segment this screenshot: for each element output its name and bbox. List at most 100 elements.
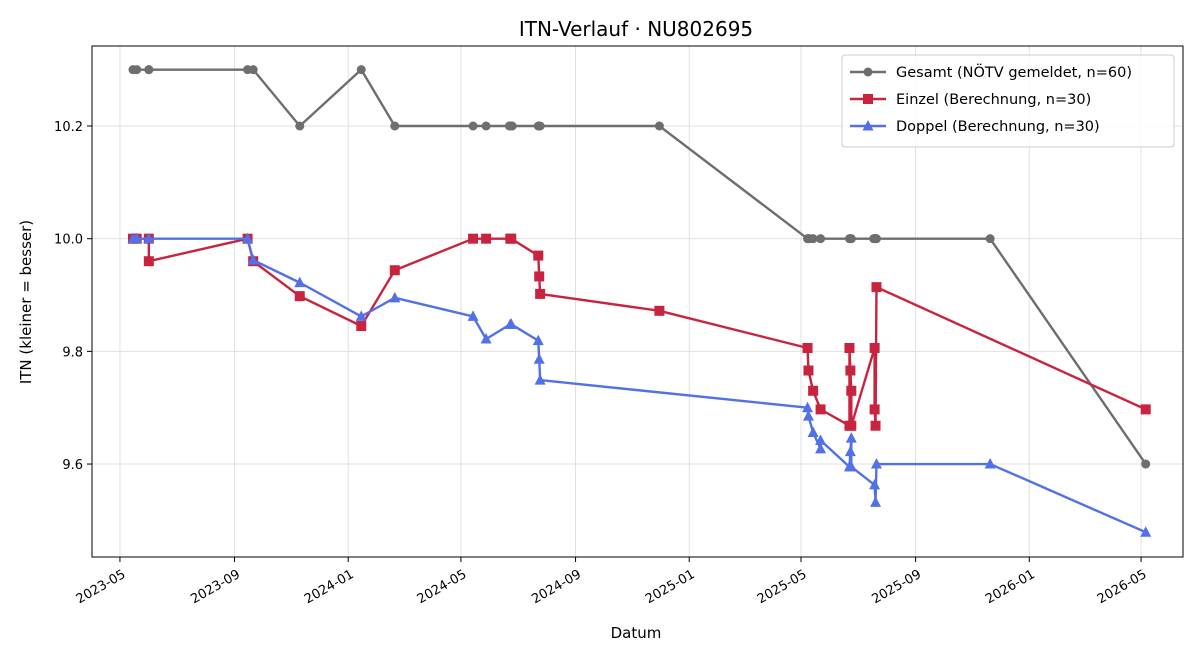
- series-gesamt-point: [390, 121, 400, 131]
- series-doppel-line: [132, 237, 1147, 534]
- legend-label: Einzel (Berechnung, n=30): [896, 92, 1091, 108]
- series-gesamt-point: [132, 65, 142, 75]
- legend-label: Gesamt (NÖTV gemeldet, n=60): [896, 63, 1132, 81]
- x-tick-label: 2023-09: [188, 567, 243, 607]
- series-doppel-point: [247, 254, 259, 265]
- series-einzel-point: [468, 233, 479, 244]
- series-einzel-point: [481, 233, 492, 244]
- y-tick-label: 9.8: [62, 345, 83, 360]
- series-doppel-point: [870, 496, 882, 507]
- series-doppel-point: [505, 318, 517, 329]
- series-gesamt-point: [808, 234, 818, 244]
- series-doppel-point: [845, 432, 857, 443]
- series-einzel-point: [533, 250, 544, 261]
- x-tick-label: 2025-09: [869, 567, 924, 607]
- series-doppel-point: [802, 410, 814, 421]
- x-tick-label: 2026-05: [1095, 567, 1150, 607]
- chart-title: ITN-Verlauf · NU802695: [519, 17, 753, 41]
- series-gesamt-point: [871, 234, 881, 244]
- x-axis-label: Datum: [611, 624, 662, 642]
- series-layer: [127, 65, 1152, 537]
- legend-swatch-marker: [863, 67, 873, 77]
- y-axis-label: ITN (kleiner = besser): [17, 220, 35, 384]
- series-doppel-point: [389, 291, 401, 303]
- series-einzel-point: [1140, 404, 1151, 415]
- series-einzel: [127, 233, 1151, 431]
- series-gesamt-point: [144, 65, 154, 75]
- series-doppel-point: [467, 310, 479, 321]
- series-einzel-point: [294, 291, 305, 302]
- series-doppel-point: [242, 232, 254, 244]
- plot-frame: [91, 45, 1184, 558]
- series-einzel-point: [808, 385, 819, 396]
- series-einzel-point: [846, 420, 857, 431]
- series-doppel-point: [294, 276, 306, 288]
- y-axis: 9.6 9.8 10.0 10.2: [54, 120, 92, 473]
- legend: Gesamt (NÖTV gemeldet, n=60) Einzel (Bere…: [841, 54, 1175, 148]
- series-doppel-point: [815, 434, 827, 445]
- series-doppel-point: [532, 334, 544, 346]
- legend-item-gesamt: Gesamt (NÖTV gemeldet, n=60): [850, 63, 1132, 81]
- x-tick-label: 2026-01: [983, 567, 1038, 607]
- series-einzel-point: [871, 282, 882, 293]
- series-einzel-point: [654, 305, 665, 316]
- series-einzel-point: [802, 342, 813, 353]
- series-einzel-point: [815, 404, 826, 415]
- series-gesamt-point: [507, 121, 517, 131]
- series-einzel-point: [803, 365, 814, 376]
- series-doppel-point: [869, 478, 881, 490]
- series-gesamt-point: [248, 65, 258, 75]
- series-einzel-point: [869, 342, 880, 353]
- series-einzel-line: [132, 237, 1147, 427]
- series-doppel-point: [480, 332, 492, 344]
- series-doppel-point: [143, 232, 155, 244]
- series-doppel-point: [802, 401, 814, 413]
- x-tick-label: 2024-05: [415, 567, 470, 607]
- legend-frame: [841, 54, 1175, 148]
- y-tick-label: 10.2: [54, 120, 83, 135]
- series-doppel-point: [355, 310, 367, 321]
- series-einzel-point: [356, 321, 367, 332]
- y-tick-label: 10.0: [54, 233, 83, 248]
- legend-item-einzel: Einzel (Berechnung, n=30): [850, 92, 1091, 108]
- x-tick-label: 2024-09: [529, 567, 584, 607]
- series-doppel-point: [815, 442, 827, 454]
- series-doppel-point: [534, 374, 546, 385]
- series-gesamt-point: [816, 234, 826, 244]
- x-axis: 2023-05 2023-09 2024-01 2024-05 2024-09 2025-…: [74, 557, 1150, 607]
- series-einzel-point: [143, 256, 154, 267]
- series-doppel-point: [131, 232, 143, 244]
- series-gesamt-point: [481, 121, 491, 131]
- series-gesamt-point: [1141, 459, 1151, 469]
- x-tick-label: 2023-05: [74, 567, 129, 607]
- series-doppel: [127, 232, 1152, 537]
- series-einzel-point: [535, 288, 546, 299]
- series-gesamt: [128, 65, 1151, 469]
- series-einzel-point: [389, 265, 400, 276]
- x-tick-label: 2024-01: [302, 567, 357, 607]
- series-einzel-point: [845, 365, 856, 376]
- series-doppel-point: [807, 426, 819, 437]
- legend-swatch-marker: [862, 120, 874, 131]
- series-doppel-point: [1140, 526, 1152, 537]
- legend-item-doppel: Doppel (Berechnung, n=30): [850, 119, 1100, 135]
- series-gesamt-point: [468, 121, 478, 131]
- series-einzel-point: [506, 233, 517, 244]
- series-doppel-point: [870, 458, 882, 469]
- y-tick-label: 9.6: [62, 458, 83, 473]
- series-doppel-point: [984, 458, 996, 469]
- series-einzel-point: [534, 271, 545, 282]
- series-doppel-point: [533, 353, 545, 364]
- series-gesamt-point: [846, 234, 856, 244]
- series-gesamt-point: [535, 121, 545, 131]
- series-einzel-point: [846, 385, 857, 396]
- series-doppel-point: [844, 445, 856, 457]
- series-einzel-point: [870, 420, 881, 431]
- legend-label: Doppel (Berechnung, n=30): [896, 119, 1100, 135]
- series-gesamt-point: [295, 121, 305, 131]
- series-gesamt-point: [356, 65, 366, 75]
- series-gesamt-point: [654, 121, 664, 131]
- x-tick-label: 2025-01: [643, 567, 698, 607]
- series-einzel-point: [869, 404, 880, 415]
